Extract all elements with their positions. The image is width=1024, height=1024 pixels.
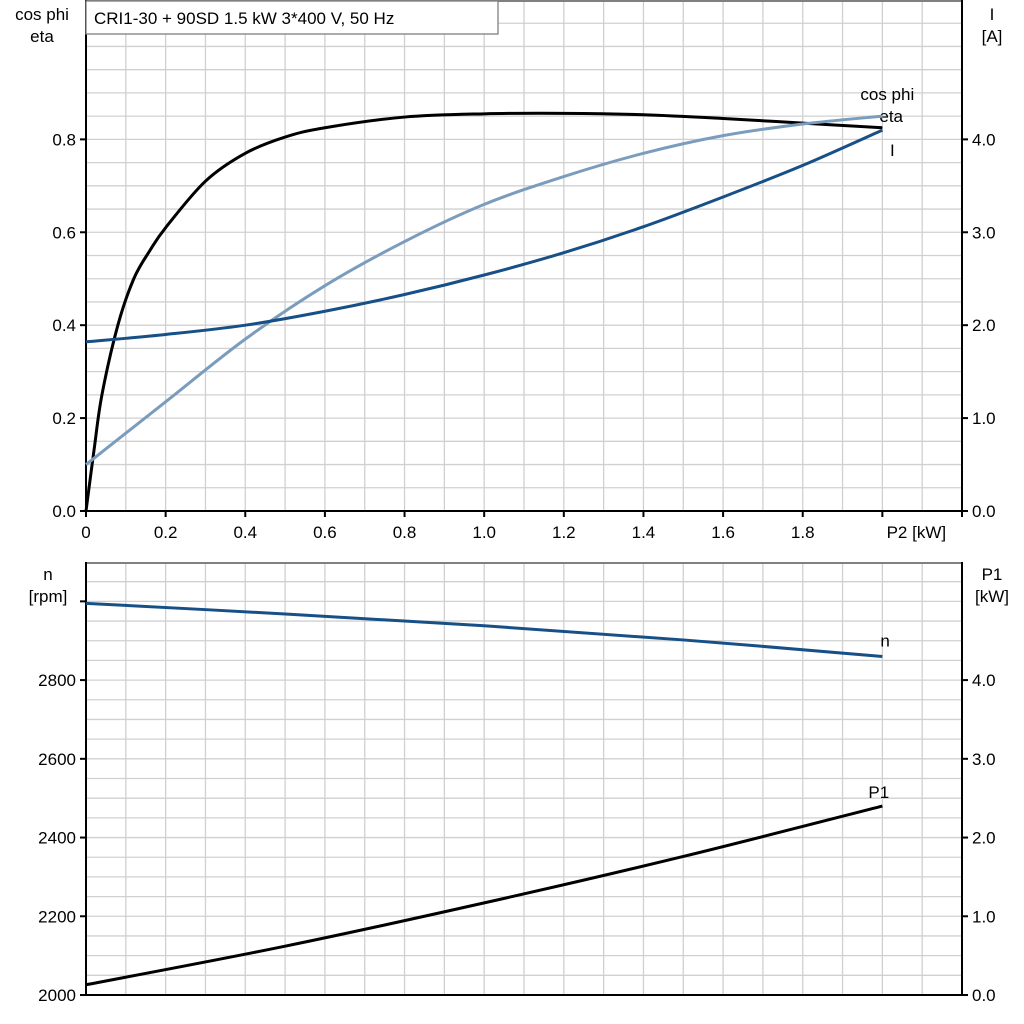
x-tick-label: 0.6 xyxy=(313,523,337,542)
x-tick-label: 0.8 xyxy=(393,523,417,542)
y-tick-label-left: 2200 xyxy=(38,907,76,926)
y-axis-label-right: [kW] xyxy=(975,587,1009,606)
y-tick-label-right: 3.0 xyxy=(972,750,996,769)
x-tick-label: 1.4 xyxy=(632,523,656,542)
y-tick-label-right: 2.0 xyxy=(972,316,996,335)
y-tick-label-right: 0.0 xyxy=(972,502,996,521)
series-line-P1 xyxy=(85,804,883,987)
y-tick-label-right: 4.0 xyxy=(972,671,996,690)
x-axis-label: P2 [kW] xyxy=(887,523,947,542)
chart-title: CRI1-30 + 90SD 1.5 kW 3*400 V, 50 Hz xyxy=(94,9,394,28)
y-tick-label-right: 1.0 xyxy=(972,907,996,926)
y-axis-label-left: cos phi xyxy=(15,5,69,24)
y-tick-label-right: 2.0 xyxy=(972,829,996,848)
y-tick-label-right: 1.0 xyxy=(972,409,996,428)
y-tick-label-left: 2800 xyxy=(38,671,76,690)
x-tick-label: 1.0 xyxy=(472,523,496,542)
series-line-n xyxy=(85,601,883,658)
y-axis-label-right: P1 xyxy=(982,565,1003,584)
y-tick-label-left: 2600 xyxy=(38,750,76,769)
y-tick-label-left: 0.6 xyxy=(52,223,76,242)
y-tick-label-right: 0.0 xyxy=(972,986,996,1005)
series-label-I: I xyxy=(890,141,895,160)
series-label-eta: eta xyxy=(879,107,903,126)
y-tick-label-right: 4.0 xyxy=(972,130,996,149)
x-tick-label: 0 xyxy=(81,523,90,542)
y-axis-label-left: [rpm] xyxy=(29,587,68,606)
series-line-eta xyxy=(84,111,883,512)
series-line-I xyxy=(85,128,883,344)
x-tick-label: 1.8 xyxy=(791,523,815,542)
y-tick-label-left: 2000 xyxy=(38,986,76,1005)
series-label-P1: P1 xyxy=(868,783,889,802)
x-tick-label: 1.6 xyxy=(711,523,735,542)
series-label-cos-phi: cos phi xyxy=(860,85,914,104)
y-tick-label-left: 0.0 xyxy=(52,502,76,521)
series-line-cos-phi xyxy=(85,114,883,466)
y-tick-label-left: 0.2 xyxy=(52,409,76,428)
title-box xyxy=(85,0,499,35)
x-tick-label: 0.2 xyxy=(154,523,178,542)
y-axis-label-left: eta xyxy=(30,27,54,46)
x-tick-label: 0.4 xyxy=(233,523,257,542)
y-axis-label-left: n xyxy=(43,565,52,584)
y-tick-label-left: 2400 xyxy=(38,829,76,848)
x-tick-label: 1.2 xyxy=(552,523,576,542)
y-tick-label-left: 0.4 xyxy=(52,316,76,335)
y-axis-label-right: I xyxy=(990,5,995,24)
y-tick-label-right: 3.0 xyxy=(972,223,996,242)
series-label-n: n xyxy=(880,631,889,650)
y-tick-label-left: 0.8 xyxy=(52,130,76,149)
y-axis-label-right: [A] xyxy=(982,27,1003,46)
